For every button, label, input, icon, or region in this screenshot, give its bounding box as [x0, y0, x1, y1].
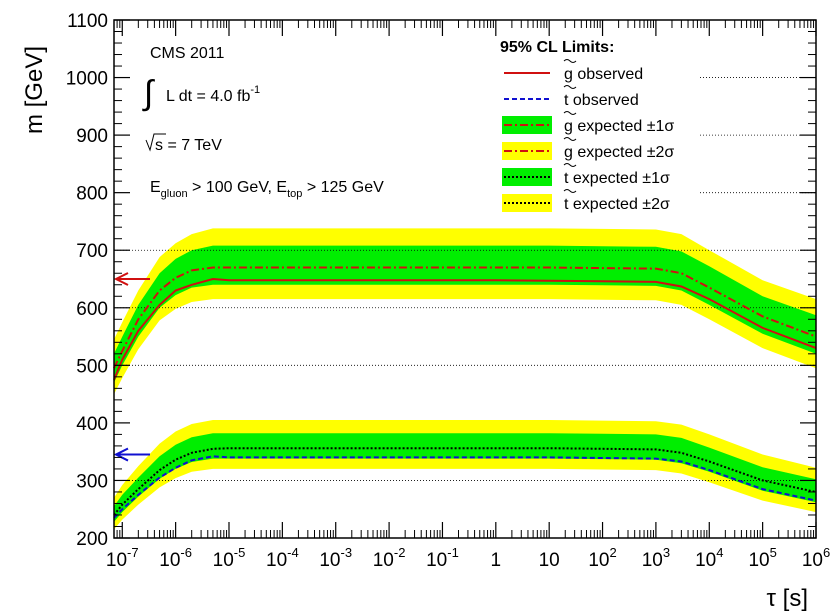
- limit-lines: [113, 266, 817, 519]
- sqrt-sign: [145, 133, 166, 152]
- y-tick-labels: 200 300 400 500 600 700 800 900 1000 1100: [66, 11, 108, 550]
- gluino-observed-line: [113, 277, 817, 381]
- x-tick-label: 105: [748, 545, 776, 571]
- legend-tilde: [563, 163, 577, 167]
- plot-frame: [113, 19, 817, 539]
- legend-tilde: [563, 137, 577, 141]
- y-tick-label: 200: [76, 529, 108, 550]
- x-tick-label: 10-2: [373, 545, 406, 571]
- legend-label: g expected ±2σ: [564, 144, 674, 161]
- legend-label: t expected ±2σ: [564, 196, 670, 213]
- x-tick-labels: 10-7 10-6 10-5 10-4 10-3 10-2 10-1 1 10 102 103 104…: [106, 545, 830, 571]
- energy-label: s = 7 TeV: [145, 133, 222, 154]
- y-tick-label: 1000: [66, 69, 108, 90]
- y-axis-title: m [GeV]: [21, 46, 48, 134]
- cut-label: Egluon > 100 GeV, Etop > 125 GeV: [150, 179, 384, 200]
- x-tick-label: 10-6: [159, 545, 192, 571]
- stop-band-1sigma: [114, 433, 816, 522]
- limit-arrows: [113, 272, 150, 462]
- lumi-label: L dt = 4.0 fb-1: [166, 84, 260, 105]
- legend-swatch: [502, 194, 552, 212]
- x-tick-label: 103: [642, 545, 670, 571]
- y-tick-label: 800: [76, 184, 108, 205]
- y-tick-label: 500: [76, 356, 108, 377]
- grid-lines: [114, 77, 816, 481]
- legend: 95% CL Limits: g observed t observed g exp…: [500, 39, 674, 213]
- x-tick-label: 10-1: [426, 545, 459, 571]
- y-tick-label: 600: [76, 299, 108, 320]
- y-tick-label: 1100: [67, 11, 108, 32]
- y-tick-label: 300: [76, 471, 108, 492]
- x-tick-label: 10-5: [213, 545, 246, 571]
- x-axis-title: τ [s]: [767, 585, 808, 612]
- x-tick-label: 10-7: [106, 545, 139, 571]
- y-tick-label: 400: [76, 414, 108, 435]
- stop-observed-line: [113, 455, 817, 519]
- legend-label: g observed: [564, 66, 643, 83]
- integral-sign: ∫: [142, 74, 155, 112]
- x-tick-label: 1: [491, 550, 502, 571]
- axis-ticks: [114, 19, 817, 539]
- x-tick-label: 10-3: [319, 545, 352, 571]
- y-tick-label: 700: [76, 241, 108, 262]
- gluino-expected-line: [113, 266, 817, 369]
- experiment-label: CMS 2011: [150, 45, 225, 62]
- x-tick-label: 106: [802, 545, 830, 571]
- legend-label: t expected ±1σ: [564, 170, 670, 187]
- legend-tilde: [563, 111, 577, 115]
- gluino-arrow-head: [113, 272, 129, 286]
- legend-label: t observed: [564, 92, 639, 109]
- svg-text:s = 7 TeV: s = 7 TeV: [155, 137, 222, 154]
- x-tick-label: 102: [588, 545, 616, 571]
- legend-label: g expected ±1σ: [564, 118, 674, 135]
- x-tick-label: 104: [695, 545, 723, 571]
- stop-arrow-head: [113, 447, 129, 462]
- legend-swatch: [502, 168, 552, 186]
- y-tick-label: 900: [76, 126, 108, 147]
- x-tick-label: 10-4: [266, 545, 299, 571]
- legend-tilde: [563, 85, 577, 89]
- legend-tilde: [563, 189, 577, 193]
- legend-tilde: [563, 59, 577, 63]
- legend-title: 95% CL Limits:: [500, 39, 614, 56]
- x-tick-label: 10: [539, 550, 560, 571]
